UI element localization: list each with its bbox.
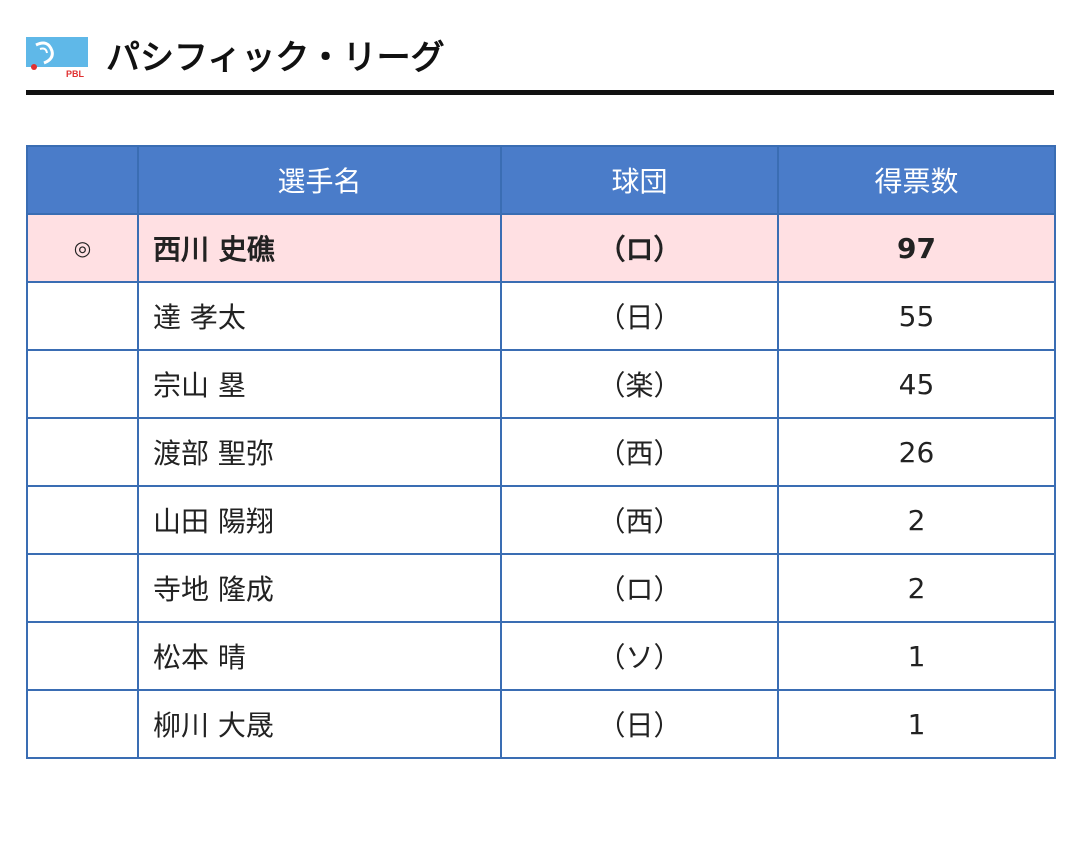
player-name-cell: 松本 晴 xyxy=(137,621,502,691)
table-row-winner: ◎ 西川 史礁 （ロ） 97 xyxy=(26,213,1056,283)
mark-cell xyxy=(26,485,139,555)
team-cell: （日） xyxy=(500,281,779,351)
team-cell: （楽） xyxy=(500,349,779,419)
team-cell: （西） xyxy=(500,417,779,487)
column-header-player-name: 選手名 xyxy=(137,145,502,215)
team-cell: （西） xyxy=(500,485,779,555)
team-cell: （ソ） xyxy=(500,621,779,691)
mark-cell xyxy=(26,281,139,351)
mark-cell xyxy=(26,349,139,419)
mark-cell xyxy=(26,689,139,759)
team-cell: （ロ） xyxy=(500,553,779,623)
vote-count-cell: 1 xyxy=(777,621,1056,691)
vote-count-cell: 97 xyxy=(777,213,1056,283)
mark-cell xyxy=(26,553,139,623)
table-row: 松本 晴 （ソ） 1 xyxy=(26,621,1056,691)
vote-count-cell: 1 xyxy=(777,689,1056,759)
page-title: パシフィック・リーグ xyxy=(106,38,445,78)
table-row: 柳川 大晟 （日） 1 xyxy=(26,689,1056,759)
team-cell: （ロ） xyxy=(500,213,779,283)
table-row: 寺地 隆成 （ロ） 2 xyxy=(26,553,1056,623)
svg-text:PBL: PBL xyxy=(66,69,85,79)
column-header-votes: 得票数 xyxy=(777,145,1056,215)
table-row: 達 孝太 （日） 55 xyxy=(26,281,1056,351)
player-name-cell: 渡部 聖弥 xyxy=(137,417,502,487)
team-cell: （日） xyxy=(500,689,779,759)
player-name-cell: 宗山 塁 xyxy=(137,349,502,419)
player-name-cell: 西川 史礁 xyxy=(137,213,502,283)
player-name-cell: 柳川 大晟 xyxy=(137,689,502,759)
player-name-cell: 寺地 隆成 xyxy=(137,553,502,623)
vote-count-cell: 26 xyxy=(777,417,1056,487)
pbl-logo-icon: PBL xyxy=(26,37,88,79)
vote-count-cell: 55 xyxy=(777,281,1056,351)
vote-count-cell: 2 xyxy=(777,485,1056,555)
table-header-row: 選手名 球団 得票数 xyxy=(26,145,1056,215)
mark-cell xyxy=(26,417,139,487)
table-row: 山田 陽翔 （西） 2 xyxy=(26,485,1056,555)
section-header: PBL パシフィック・リーグ xyxy=(26,32,1054,95)
column-header-mark xyxy=(26,145,139,215)
vote-results-table: 選手名 球団 得票数 ◎ 西川 史礁 （ロ） 97 達 孝太 （日） 55 宗山… xyxy=(26,145,1056,759)
column-header-team: 球団 xyxy=(500,145,779,215)
player-name-cell: 達 孝太 xyxy=(137,281,502,351)
vote-count-cell: 45 xyxy=(777,349,1056,419)
mark-cell xyxy=(26,621,139,691)
vote-count-cell: 2 xyxy=(777,553,1056,623)
player-name-cell: 山田 陽翔 xyxy=(137,485,502,555)
table-row: 宗山 塁 （楽） 45 xyxy=(26,349,1056,419)
table-row: 渡部 聖弥 （西） 26 xyxy=(26,417,1056,487)
winner-mark-icon: ◎ xyxy=(26,213,139,283)
